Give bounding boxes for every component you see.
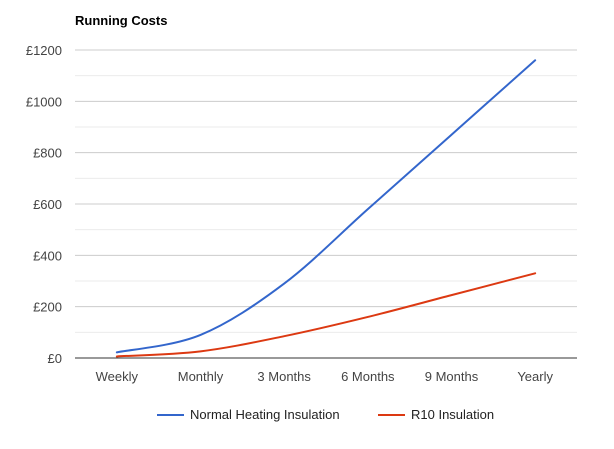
legend-item[interactable]: Normal Heating Insulation [157,407,340,422]
y-tick-label: £1000 [26,94,62,109]
y-axis-ticks: £0 £200 £400 £600 £800 £1000 £1200 [26,43,62,366]
y-tick-label: £200 [33,300,62,315]
x-tick-label: 3 Months [257,369,311,384]
x-axis-ticks: Weekly Monthly 3 Months 6 Months 9 Months Yea… [96,369,554,384]
gridlines [75,49,577,359]
y-tick-label: £1200 [26,43,62,58]
series-line-1 [115,272,537,358]
legend-label: Normal Heating Insulation [190,407,340,422]
y-tick-label: £400 [33,248,62,263]
chart-title: Running Costs [75,13,167,28]
y-tick-label: £600 [33,197,62,212]
x-tick-label: 6 Months [341,369,395,384]
series-lines [115,59,537,358]
x-tick-label: Weekly [96,369,139,384]
legend: Normal Heating Insulation R10 Insulation [157,407,494,422]
y-tick-label: £800 [33,146,62,161]
series-line-0 [115,59,537,354]
legend-item[interactable]: R10 Insulation [378,407,494,422]
x-tick-label: 9 Months [425,369,479,384]
x-tick-label: Yearly [517,369,553,384]
y-tick-label: £0 [48,351,62,366]
legend-label: R10 Insulation [411,407,494,422]
x-tick-label: Monthly [178,369,224,384]
